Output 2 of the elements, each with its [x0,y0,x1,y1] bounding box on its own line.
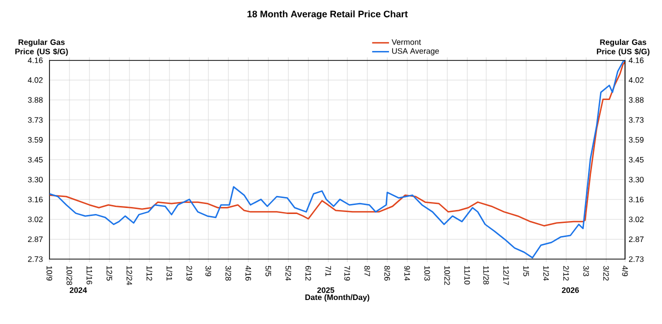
chart-title: 18 Month Average Retail Price Chart [248,10,408,20]
line-series [49,60,626,258]
